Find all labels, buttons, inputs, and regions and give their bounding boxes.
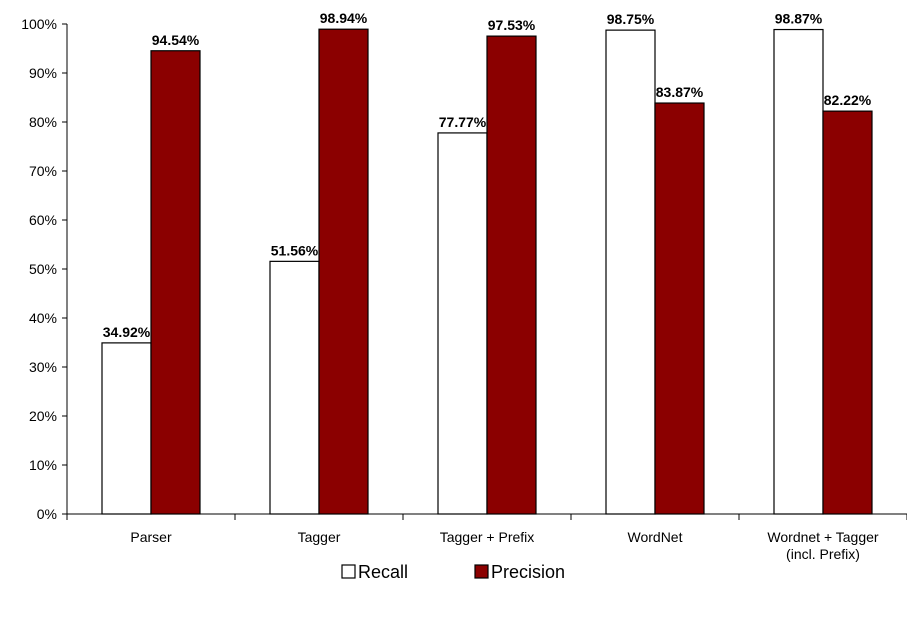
- y-tick-label: 50%: [29, 261, 57, 277]
- y-tick-label: 40%: [29, 310, 57, 326]
- y-tick-label: 0%: [37, 506, 57, 522]
- y-tick-label: 60%: [29, 212, 57, 228]
- data-label-recall: 34.92%: [103, 324, 151, 340]
- legend-swatch-precision: [474, 564, 489, 579]
- x-category-label-line: Tagger: [298, 529, 341, 545]
- legend: Recall Precision: [341, 562, 565, 582]
- bar-precision: [150, 50, 201, 515]
- data-label-precision: 97.53%: [488, 17, 536, 33]
- legend-label-precision: Precision: [491, 562, 565, 582]
- y-tick-label: 90%: [29, 65, 57, 81]
- y-tick-label: 100%: [21, 16, 57, 32]
- bar-recall: [101, 342, 152, 515]
- bar-recall: [269, 260, 320, 515]
- x-category-label: Parser: [130, 529, 172, 545]
- bar-precision: [654, 102, 705, 515]
- data-label-precision: 82.22%: [824, 92, 872, 108]
- legend-label-recall: Recall: [358, 562, 408, 582]
- bar-recall: [437, 132, 488, 515]
- y-tick-label: 80%: [29, 114, 57, 130]
- y-tick-label: 70%: [29, 163, 57, 179]
- data-label-recall: 98.87%: [775, 11, 823, 27]
- bar-precision: [822, 110, 873, 515]
- data-labels: 34.92% 51.56% 77.77% 98.75% 98.87% 94.54% 98.9…: [103, 10, 872, 340]
- axes: 0% 10% 20% 30% 40% 50% 60% 70% 80% 90% 100% Parser T…: [21, 16, 907, 562]
- x-category-label: Tagger: [298, 529, 341, 545]
- data-label-recall: 77.77%: [439, 114, 487, 130]
- y-tick-label: 20%: [29, 408, 57, 424]
- y-tick-label: 30%: [29, 359, 57, 375]
- data-label-recall: 51.56%: [271, 242, 319, 258]
- y-tick-label: 10%: [29, 457, 57, 473]
- bar-precision: [486, 35, 537, 515]
- bar-recall: [773, 28, 824, 515]
- x-category-label-line: Wordnet + Tagger: [767, 529, 879, 545]
- x-category-label-line: Tagger + Prefix: [440, 529, 535, 545]
- bar-recall: [605, 29, 656, 515]
- x-category-label: Wordnet + Tagger (incl. Prefix): [767, 529, 879, 562]
- data-label-recall: 98.75%: [607, 11, 655, 27]
- x-category-label-line: WordNet: [628, 529, 683, 545]
- bars: [101, 28, 873, 515]
- legend-swatch-recall: [341, 564, 356, 579]
- data-label-precision: 83.87%: [656, 84, 704, 100]
- x-category-label: WordNet: [628, 529, 683, 545]
- bar-precision: [318, 28, 369, 515]
- data-label-precision: 98.94%: [320, 10, 368, 26]
- x-category-label: Tagger + Prefix: [440, 529, 535, 545]
- data-label-precision: 94.54%: [152, 32, 200, 48]
- x-category-label-line: (incl. Prefix): [786, 546, 860, 562]
- x-category-label-line: Parser: [130, 529, 172, 545]
